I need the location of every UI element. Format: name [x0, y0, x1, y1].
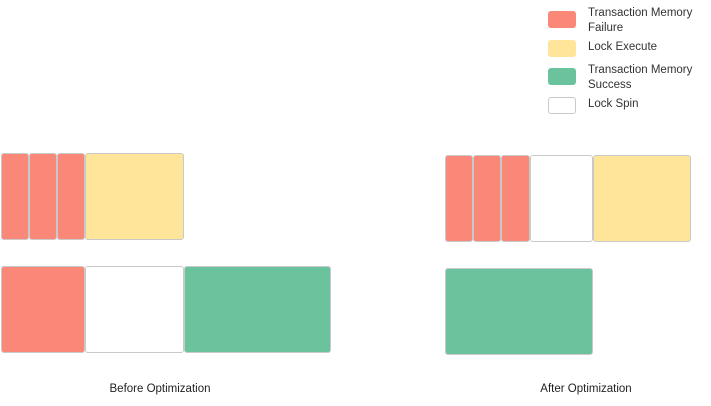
legend-label: Transaction Memory Failure — [588, 7, 693, 34]
legend-swatch-spin — [548, 97, 576, 114]
legend-label: Lock Execute — [588, 41, 658, 53]
before-row1-tm-failure-block-2 — [29, 153, 57, 240]
caption-after-optimization: After Optimization — [540, 383, 632, 395]
after-row1-lock-spin-block — [530, 155, 593, 242]
before-row1-lock-execute-block — [85, 153, 184, 240]
legend-item-lock-spin: Lock Spin — [548, 97, 708, 131]
legend-item-lock-execute: Lock Execute — [548, 40, 708, 74]
legend-item-transaction-memory-success: Transaction Memory Success — [548, 63, 708, 97]
legend-swatch-failure — [548, 11, 576, 28]
after-row2-tm-success-block — [445, 268, 593, 355]
legend-label: Lock Spin — [588, 98, 639, 110]
before-row1-tm-failure-block-3 — [57, 153, 85, 240]
legend-swatch-success — [548, 68, 576, 85]
before-row1-tm-failure-block-1 — [1, 153, 29, 240]
after-row1-tm-failure-block-2 — [473, 155, 501, 242]
legend-label: Transaction Memory Success — [588, 64, 693, 91]
after-row1-tm-failure-block-3 — [501, 155, 530, 242]
legend-item-transaction-memory-failure: Transaction Memory Failure — [548, 6, 708, 40]
legend-swatch-lock-execute — [548, 40, 576, 57]
after-row1-lock-execute-block — [593, 155, 691, 242]
before-row2-tm-success-block — [184, 266, 331, 353]
before-row2-lock-spin-block — [85, 266, 184, 353]
after-row1-tm-failure-block-1 — [445, 155, 473, 242]
caption-before-optimization: Before Optimization — [109, 383, 211, 395]
before-row2-tm-failure-block — [1, 266, 85, 353]
